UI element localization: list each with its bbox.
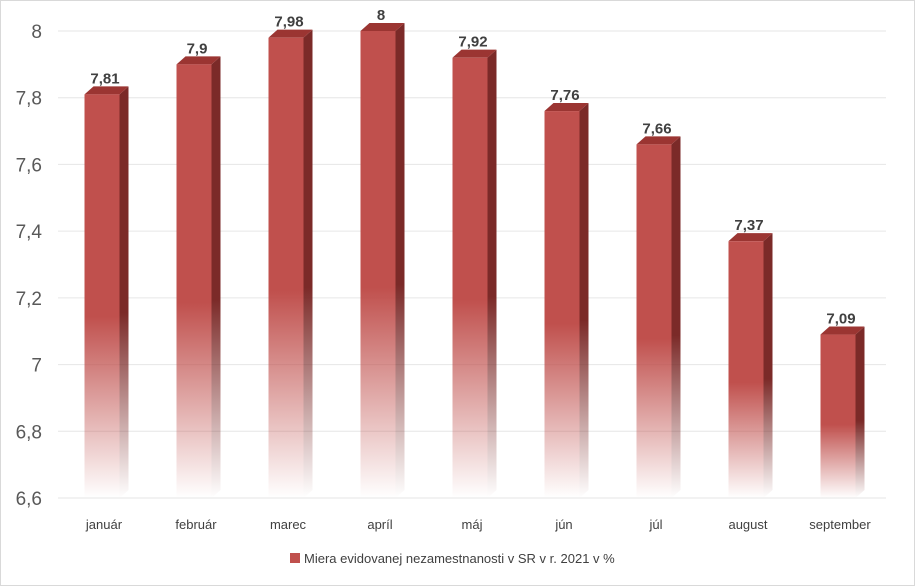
y-tick-label: 7	[31, 356, 42, 377]
bar	[452, 49, 497, 498]
bar	[636, 136, 681, 498]
x-tick-label: júl	[648, 517, 662, 532]
x-tick-label: marec	[270, 517, 307, 532]
y-tick-label: 7,6	[16, 155, 42, 176]
bar	[268, 29, 313, 499]
bar	[544, 103, 589, 499]
data-label: 7,9	[187, 40, 208, 57]
bar	[84, 86, 129, 498]
bar	[176, 56, 221, 498]
bar	[360, 23, 405, 498]
y-tick-label: 6,6	[16, 489, 42, 510]
y-tick-label: 6,8	[16, 422, 42, 443]
x-tick-label: apríl	[367, 517, 392, 532]
legend-label: Miera evidovanej nezamestnanosti v SR v …	[304, 551, 615, 566]
data-labels: 7,81 7,9 7,98 8 7,92 7,76 7,66 7,37 7,09	[90, 7, 855, 328]
data-label: 7,92	[458, 34, 487, 51]
x-tick-label: september	[809, 517, 871, 532]
bar	[820, 326, 865, 498]
x-tick-label: február	[175, 517, 217, 532]
legend: Miera evidovanej nezamestnanosti v SR v …	[290, 551, 615, 566]
data-label: 8	[377, 7, 385, 24]
x-tick-label: jún	[554, 517, 572, 532]
x-tick-label: august	[728, 517, 767, 532]
data-label: 7,09	[826, 311, 855, 328]
bar	[728, 233, 773, 498]
data-label: 7,37	[734, 217, 763, 234]
x-axis: január február marec apríl máj jún júl august se…	[85, 517, 871, 532]
y-tick-label: 8	[31, 22, 42, 43]
data-label: 7,98	[274, 14, 303, 31]
x-tick-label: január	[85, 517, 123, 532]
y-tick-label: 7,2	[16, 289, 42, 310]
data-label: 7,66	[642, 120, 671, 137]
x-tick-label: máj	[462, 517, 483, 532]
y-tick-label: 7,8	[16, 89, 42, 110]
legend-swatch	[290, 553, 300, 563]
bar-series	[84, 23, 865, 499]
data-label: 7,81	[90, 70, 119, 87]
y-tick-label: 7,4	[16, 222, 43, 243]
data-label: 7,76	[550, 87, 579, 104]
y-axis: 6,6 6,8 7 7,2 7,4 7,6 7,8 8	[16, 22, 43, 510]
